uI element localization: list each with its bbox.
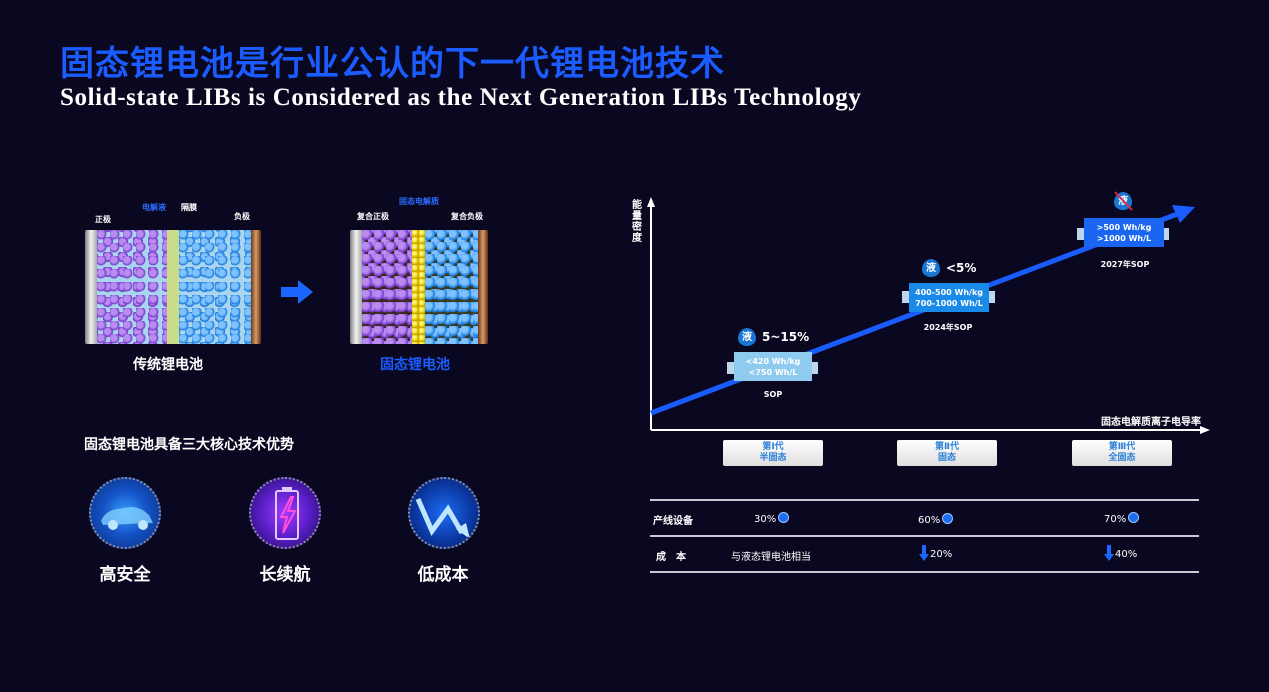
- label-anode: 负极: [234, 212, 250, 221]
- table-cell: 60%: [918, 513, 954, 526]
- arrow-right-icon: [281, 280, 313, 304]
- advantage-label-safety: 高安全: [99, 565, 151, 585]
- generation-2-button[interactable]: 第Ⅱ代 固态: [897, 440, 997, 466]
- generation-3-button[interactable]: 第Ⅲ代 全固态: [1072, 440, 1172, 466]
- anode-collector: [251, 230, 261, 344]
- traditional-battery-caption: 传统锂电池: [133, 357, 203, 373]
- sop-stage2: 2024年SOP: [923, 323, 973, 332]
- spec-wh-l: 700-1000 Wh/L: [915, 299, 983, 308]
- advantages-heading: 固态锂电池具备三大核心技术优势: [84, 437, 294, 453]
- table-cell: 70%: [1104, 512, 1140, 525]
- traditional-battery-diagram: [85, 230, 261, 344]
- sop-stage3: 2027年SOP: [1100, 260, 1150, 269]
- down-arrow-icon: [919, 545, 929, 561]
- table-cell: 20%: [919, 545, 952, 561]
- strike-through-icon: [1114, 191, 1133, 211]
- cathode-collector: [350, 230, 362, 344]
- cathode-collector: [85, 230, 97, 344]
- label-electrolyte: 电解液: [142, 203, 166, 212]
- spec-box-stage3: >500 Wh/kg >1000 Wh/L: [1084, 218, 1164, 247]
- page-title-cn: 固态锂电池是行业公认的下一代锂电池技术: [60, 44, 725, 84]
- separator-layer: [167, 230, 179, 344]
- spec-box-stage2: 400-500 Wh/kg 700-1000 Wh/L: [909, 283, 989, 312]
- label-composite-cathode: 复合正极: [357, 212, 389, 221]
- liquid-percent-stage2: <5%: [946, 261, 977, 275]
- downtrend-chart-icon: [408, 477, 480, 549]
- new-badge-icon: [778, 512, 790, 523]
- table-cell: 与液态锂电池相当: [731, 552, 811, 563]
- table-divider: [650, 571, 1199, 573]
- new-badge-icon: [942, 513, 954, 524]
- cathode-layer: [97, 230, 167, 344]
- car-safety-icon: [89, 477, 161, 549]
- down-arrow-icon: [1104, 545, 1114, 561]
- spec-wh-kg: 400-500 Wh/kg: [915, 288, 983, 297]
- spec-wh-l: <750 Wh/L: [748, 368, 798, 377]
- sop-stage1: SOP: [763, 390, 783, 399]
- spec-box-stage1: <420 Wh/kg <750 Wh/L: [734, 352, 812, 381]
- liquid-drop-icon: 液: [922, 259, 940, 277]
- spec-wh-l: >1000 Wh/L: [1096, 234, 1152, 243]
- spec-wh-kg: <420 Wh/kg: [745, 357, 801, 366]
- page-title-en: Solid-state LIBs is Considered as the Ne…: [60, 84, 862, 111]
- table-divider: [650, 535, 1199, 537]
- anode-collector: [478, 230, 488, 344]
- table-divider: [650, 499, 1199, 501]
- solid-state-battery-diagram: [350, 230, 488, 344]
- battery-lightning-icon: [249, 477, 321, 549]
- label-separator: 隔膜: [181, 203, 197, 212]
- generation-1-button[interactable]: 第Ⅰ代 半固态: [723, 440, 823, 466]
- x-axis-label: 固态电解质离子电导率: [1101, 417, 1201, 428]
- liquid-percent-stage1: 5~15%: [762, 330, 810, 344]
- liquid-drop-icon: 液: [738, 328, 756, 346]
- label-cathode: 正极: [95, 215, 111, 224]
- composite-cathode-layer: [362, 230, 412, 344]
- row-label-equipment: 产线设备: [653, 516, 693, 527]
- label-solid-electrolyte: 固态电解质: [399, 197, 439, 206]
- anode-layer: [179, 230, 251, 344]
- spec-wh-kg: >500 Wh/kg: [1096, 223, 1152, 232]
- advantage-label-endurance: 长续航: [259, 565, 311, 585]
- new-badge-icon: [1128, 512, 1140, 523]
- table-cell: 40%: [1104, 545, 1137, 561]
- advantage-label-low-cost: 低成本: [417, 565, 469, 585]
- table-cell: 30%: [754, 512, 790, 525]
- solid-electrolyte-layer: [412, 230, 425, 344]
- row-label-cost: 成 本: [656, 552, 686, 563]
- label-composite-anode: 复合负极: [451, 212, 483, 221]
- composite-anode-layer: [425, 230, 478, 344]
- y-axis-label: 能量密度: [632, 200, 642, 244]
- solid-state-battery-caption: 固态锂电池: [380, 357, 450, 373]
